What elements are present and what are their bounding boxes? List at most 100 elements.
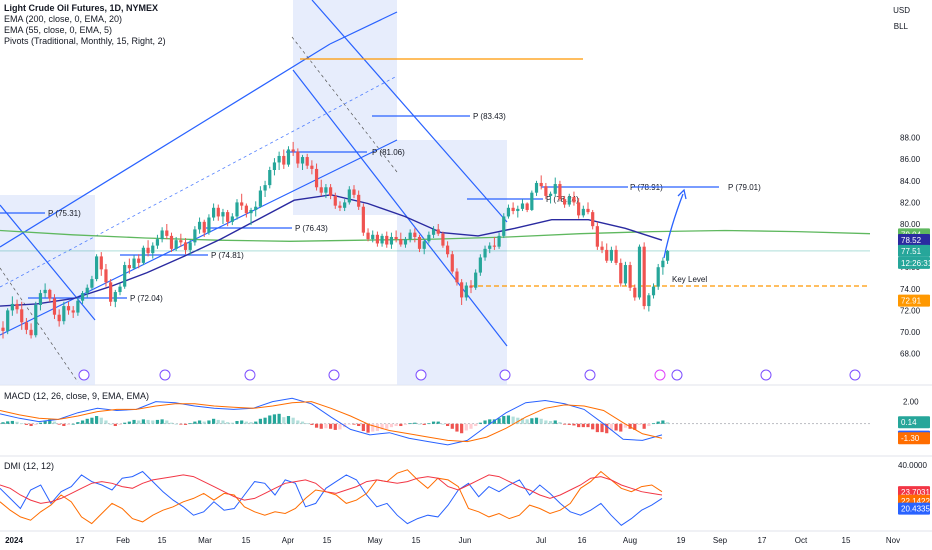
candle-body <box>15 303 19 310</box>
candle-body <box>530 192 534 210</box>
candle-body <box>586 208 590 213</box>
x-tick-label: Mar <box>198 536 212 545</box>
macd-histogram-bar <box>66 423 71 425</box>
macd-histogram-bar <box>502 416 506 424</box>
signal-value-tag-bg <box>898 432 930 445</box>
macd-histogram-bar <box>118 423 122 425</box>
apr-top-extension <box>329 11 398 45</box>
candle-body <box>553 184 557 194</box>
candle-body <box>399 239 403 245</box>
macd-histogram-bar <box>310 423 314 425</box>
macd-histogram-bar <box>338 423 342 430</box>
candle-body <box>478 257 482 273</box>
histogram-value-tag: 0.14 <box>901 418 917 427</box>
candle-body <box>329 187 333 196</box>
candles <box>1 141 670 339</box>
candle-body <box>113 292 117 302</box>
candle-body <box>427 234 431 242</box>
macd-histogram-bar <box>169 422 174 424</box>
macd-histogram-bar <box>34 423 38 425</box>
candle-body <box>272 162 277 170</box>
candle-body <box>417 236 422 249</box>
macd-histogram-bar <box>95 416 99 424</box>
x-tick-label: 17 <box>758 536 767 545</box>
candle-body <box>169 235 174 249</box>
macd-histogram-bar <box>188 423 192 425</box>
candle-body <box>577 202 581 216</box>
candle-body <box>188 242 192 250</box>
candle-body <box>57 314 61 322</box>
x-tick-label: Jun <box>459 536 472 545</box>
macd-histogram-bar <box>15 421 19 424</box>
macd-histogram-bar <box>202 421 206 424</box>
candle-body <box>544 186 548 196</box>
macd-histogram-bar <box>469 423 473 429</box>
event-icon <box>654 369 666 381</box>
event-icon <box>671 369 683 381</box>
pivot-label: P (74.81) <box>211 251 244 260</box>
y-tick-label: 74.00 <box>900 285 921 294</box>
candle-body <box>43 289 47 294</box>
candle-body <box>249 209 253 214</box>
macd-histogram-bar <box>221 420 225 424</box>
candle-body <box>179 240 183 243</box>
x-tick-label: 16 <box>578 536 587 545</box>
candle-body <box>286 149 291 165</box>
dmi-minus-line <box>0 469 663 525</box>
macd-histogram-bar <box>174 423 178 425</box>
candle-body <box>333 195 337 206</box>
candle-body <box>605 249 609 261</box>
macd-histogram-bar <box>132 419 136 424</box>
candle-body <box>80 293 85 301</box>
macd-histogram-bar <box>558 422 562 424</box>
candle-body <box>197 221 202 230</box>
macd-histogram-bar <box>71 423 75 425</box>
macd-histogram-bar <box>474 423 478 427</box>
macd-legend: MACD (12, 26, close, 9, EMA, EMA) <box>4 391 149 402</box>
macd-histogram-bar <box>48 419 52 424</box>
macd-histogram-bar <box>563 423 567 425</box>
macd-histogram-bar <box>160 419 164 424</box>
key-level-tag-bg <box>898 294 930 307</box>
candle-body <box>614 249 618 263</box>
candle-body <box>623 265 628 284</box>
macd-histogram-bar <box>441 423 445 425</box>
macd-histogram-bar <box>614 423 618 431</box>
macd-histogram-bar <box>90 417 94 424</box>
macd-histogram-bar <box>520 418 525 424</box>
candle-body <box>141 247 145 263</box>
candle-body <box>502 216 506 236</box>
pivots-legend: Pivots (Traditional, Monthly, 15, Right,… <box>4 36 166 46</box>
x-tick-label: May <box>367 536 382 545</box>
candle-body <box>338 205 342 208</box>
macd-histogram-bar <box>431 421 436 424</box>
x-tick-label: Aug <box>623 536 637 545</box>
candle-body <box>637 246 642 298</box>
candle-body <box>6 310 10 331</box>
dmi-legend: DMI (12, 12) <box>4 461 54 472</box>
x-tick-label: Oct <box>795 536 808 545</box>
plus-di-value-tag-bg <box>898 502 930 515</box>
channel-zone-jan <box>0 195 95 385</box>
candle-body <box>291 149 295 152</box>
macd-histogram-bar <box>347 423 351 425</box>
candle-body <box>389 236 394 245</box>
macd-histogram-bar <box>516 417 520 424</box>
x-tick-label: 19 <box>677 536 686 545</box>
ema55-value-tag: 78.52 <box>901 236 922 245</box>
candle-body <box>492 245 496 247</box>
y-tick-label: 88.00 <box>900 134 921 143</box>
macd-histogram-bar <box>436 421 440 424</box>
candle-body <box>357 194 361 207</box>
x-tick-label: 15 <box>842 536 851 545</box>
macd-histogram-bar <box>314 423 319 428</box>
dmi-tick-label: 40.0000 <box>898 461 927 470</box>
macd-histogram-bar <box>506 415 511 424</box>
candle-body <box>446 245 450 255</box>
candle-body <box>277 155 281 163</box>
macd-histogram-bar <box>548 421 553 424</box>
macd-histogram-bar <box>123 422 127 424</box>
macd-histogram-bar <box>76 422 80 424</box>
candle-body <box>268 170 272 186</box>
